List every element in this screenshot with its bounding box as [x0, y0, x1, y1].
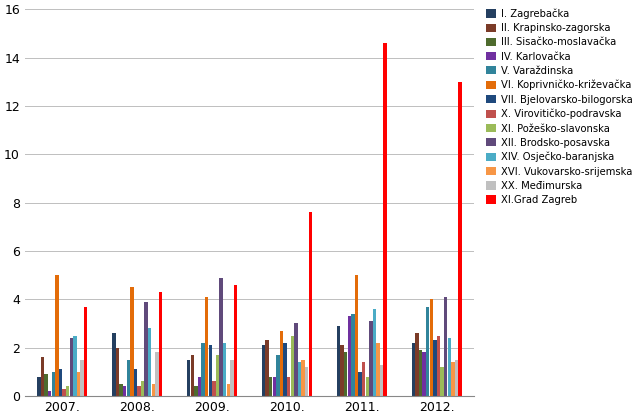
- Bar: [458, 82, 462, 396]
- Bar: [137, 386, 141, 396]
- Bar: [276, 355, 280, 396]
- Bar: [116, 348, 119, 396]
- Legend: I. Zagrebačka, II. Krapinsko-zagorska, III. Sisačko-moslavačka, IV. Karlovačka, : I. Zagrebačka, II. Krapinsko-zagorska, I…: [484, 6, 635, 207]
- Bar: [230, 360, 233, 396]
- Bar: [55, 275, 59, 396]
- Bar: [433, 340, 436, 396]
- Bar: [198, 377, 201, 396]
- Bar: [280, 331, 283, 396]
- Bar: [369, 321, 373, 396]
- Bar: [447, 338, 451, 396]
- Bar: [373, 309, 376, 396]
- Bar: [144, 302, 148, 396]
- Bar: [66, 386, 70, 396]
- Bar: [134, 370, 137, 396]
- Bar: [291, 336, 294, 396]
- Bar: [412, 343, 415, 396]
- Bar: [337, 326, 340, 396]
- Bar: [208, 345, 212, 396]
- Bar: [59, 370, 62, 396]
- Bar: [376, 343, 380, 396]
- Bar: [366, 377, 369, 396]
- Bar: [119, 384, 123, 396]
- Bar: [444, 297, 447, 396]
- Bar: [77, 372, 81, 396]
- Bar: [344, 352, 348, 396]
- Bar: [227, 384, 230, 396]
- Bar: [415, 333, 419, 396]
- Bar: [84, 306, 88, 396]
- Bar: [37, 377, 41, 396]
- Bar: [234, 285, 237, 396]
- Bar: [440, 367, 444, 396]
- Bar: [383, 43, 387, 396]
- Bar: [419, 350, 422, 396]
- Bar: [287, 377, 291, 396]
- Bar: [73, 336, 77, 396]
- Bar: [305, 367, 309, 396]
- Bar: [112, 333, 116, 396]
- Bar: [348, 316, 351, 396]
- Bar: [362, 362, 366, 396]
- Bar: [194, 386, 197, 396]
- Bar: [127, 360, 130, 396]
- Bar: [190, 355, 194, 396]
- Bar: [130, 287, 134, 396]
- Bar: [455, 360, 458, 396]
- Bar: [41, 357, 44, 396]
- Bar: [70, 338, 73, 396]
- Bar: [159, 292, 162, 396]
- Bar: [451, 362, 454, 396]
- Bar: [437, 336, 440, 396]
- Bar: [52, 372, 55, 396]
- Bar: [216, 355, 219, 396]
- Bar: [141, 382, 144, 396]
- Bar: [63, 389, 66, 396]
- Bar: [351, 314, 355, 396]
- Bar: [123, 386, 127, 396]
- Bar: [187, 360, 190, 396]
- Bar: [426, 306, 429, 396]
- Bar: [155, 352, 158, 396]
- Bar: [265, 340, 269, 396]
- Bar: [219, 278, 223, 396]
- Bar: [273, 377, 276, 396]
- Bar: [151, 384, 155, 396]
- Bar: [298, 362, 301, 396]
- Bar: [205, 297, 208, 396]
- Bar: [148, 328, 151, 396]
- Bar: [429, 299, 433, 396]
- Bar: [309, 212, 312, 396]
- Bar: [302, 360, 305, 396]
- Bar: [201, 343, 205, 396]
- Bar: [48, 391, 52, 396]
- Bar: [269, 377, 272, 396]
- Bar: [81, 360, 84, 396]
- Bar: [45, 374, 48, 396]
- Bar: [294, 324, 298, 396]
- Bar: [223, 343, 226, 396]
- Bar: [212, 382, 215, 396]
- Bar: [358, 372, 362, 396]
- Bar: [262, 345, 265, 396]
- Bar: [380, 364, 383, 396]
- Bar: [355, 275, 358, 396]
- Bar: [422, 352, 426, 396]
- Bar: [341, 345, 344, 396]
- Bar: [284, 343, 287, 396]
